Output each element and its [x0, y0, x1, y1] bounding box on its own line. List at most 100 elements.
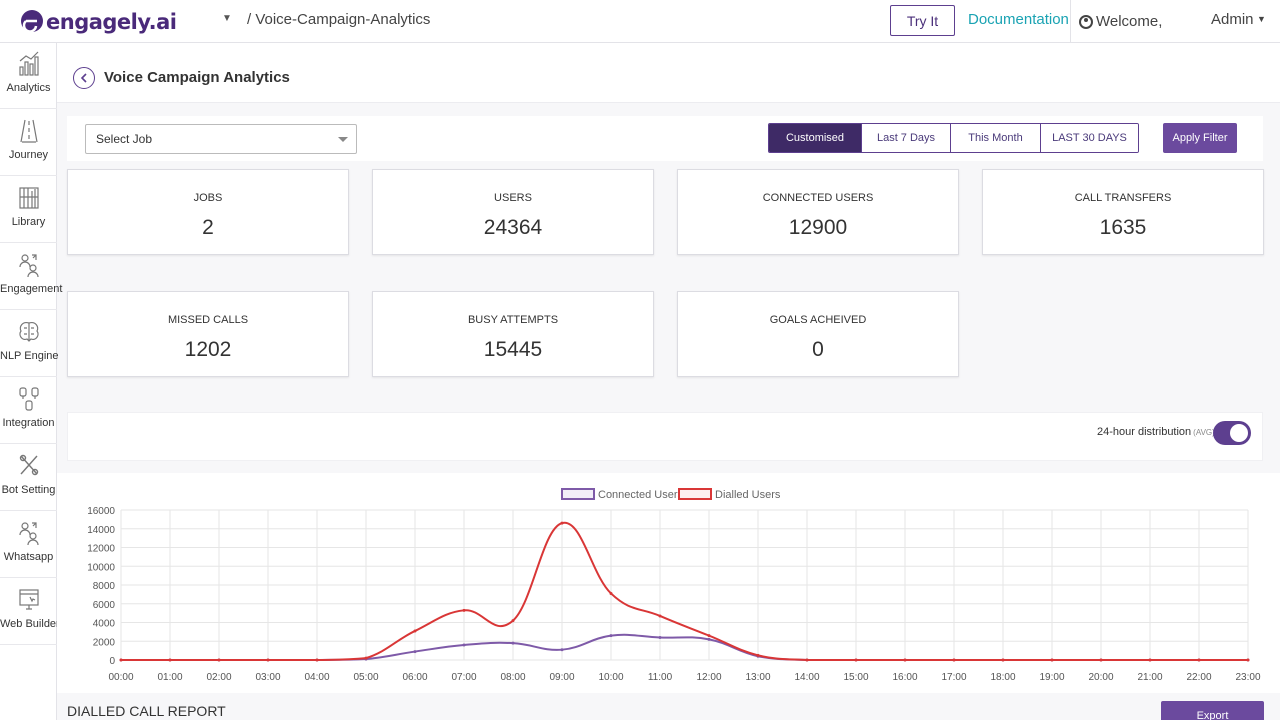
x-tick-label: 11:00	[648, 672, 673, 683]
whatsapp-icon	[18, 522, 39, 546]
back-button[interactable]	[73, 67, 95, 89]
chevron-down-icon[interactable]: ▼	[222, 13, 232, 24]
x-tick-label: 14:00	[794, 672, 819, 683]
y-tick-label: 10000	[87, 562, 115, 573]
distribution-toggle[interactable]	[1213, 421, 1251, 445]
data-point	[413, 629, 417, 633]
y-tick-label: 4000	[93, 619, 116, 630]
data-point	[315, 658, 319, 662]
stat-label: BUSY ATTEMPTS	[467, 314, 559, 326]
sidebar-item-nlp-engine[interactable]: NLP Engine	[0, 311, 59, 377]
sidebar-item-web-builder[interactable]: Web Builder	[0, 579, 60, 645]
y-tick-label: 12000	[87, 544, 115, 555]
logo-text: engagely.ai	[46, 10, 177, 34]
y-tick-label: 16000	[87, 506, 115, 517]
data-point	[560, 521, 564, 525]
x-tick-label: 06:00	[402, 672, 427, 683]
line-chart: 0 2000 4000 6000 8000 10000 12000 14000 16000 00:…	[87, 488, 1261, 683]
admin-name[interactable]: Admin	[1211, 11, 1254, 28]
stat-value: 24364	[483, 216, 543, 239]
x-tick-label: 13:00	[745, 672, 770, 683]
stat-card-users: USERS 24364	[372, 169, 654, 255]
data-point	[609, 591, 613, 595]
chevron-down-icon[interactable]: ▼	[1257, 14, 1266, 24]
range-this-month-button[interactable]: This Month	[950, 124, 1040, 152]
report-title: DIALLED CALL REPORT	[67, 703, 226, 719]
legend-label: Connected Users	[598, 489, 683, 501]
select-job-dropdown[interactable]: Select Job	[85, 124, 357, 154]
x-tick-label: 05:00	[353, 672, 378, 683]
range-customised-button[interactable]: Customised	[769, 124, 861, 152]
brain-icon	[18, 322, 39, 342]
x-tick-label: 22:00	[1186, 672, 1211, 683]
distribution-bar: 24-hour distribution (AVG)	[67, 412, 1263, 461]
x-tick-label: 20:00	[1088, 672, 1113, 683]
toggle-knob	[1230, 424, 1248, 442]
series-line	[120, 633, 1249, 661]
logo[interactable]: engagely.ai	[20, 6, 177, 38]
stat-value: 12900	[788, 216, 848, 239]
sidebar-item-library[interactable]: Library	[0, 177, 57, 243]
data-point	[609, 634, 613, 638]
try-it-button[interactable]: Try It	[890, 5, 955, 36]
data-point	[1001, 658, 1005, 662]
y-tick-label: 8000	[93, 581, 116, 592]
x-tick-label: 16:00	[892, 672, 917, 683]
logo-mark-icon	[21, 10, 43, 33]
x-tick-label: 00:00	[108, 672, 133, 683]
x-tick-label: 15:00	[843, 672, 868, 683]
sidebar-item-label: Library	[11, 216, 46, 228]
sidebar-item-integration[interactable]: Integration	[0, 378, 57, 444]
stat-label: CONNECTED USERS	[762, 192, 874, 204]
sidebar-item-journey[interactable]: Journey	[0, 110, 57, 176]
data-point	[854, 658, 858, 662]
chevron-left-icon	[80, 73, 87, 83]
chevron-down-icon	[338, 137, 348, 142]
stat-card-busy-attempts: BUSY ATTEMPTS 15445	[372, 291, 654, 377]
export-button[interactable]: Export	[1161, 701, 1264, 720]
chart-container: 0 2000 4000 6000 8000 10000 12000 14000 16000 00:…	[57, 473, 1280, 693]
data-point	[1050, 658, 1054, 662]
user-icon	[1079, 14, 1093, 29]
stat-label: GOALS ACHEIVED	[769, 314, 867, 326]
apply-filter-button[interactable]: Apply Filter	[1163, 123, 1237, 153]
sidebar-item-whatsapp[interactable]: Whatsapp	[0, 512, 57, 578]
sidebar-item-bot-setting[interactable]: Bot Setting	[0, 445, 57, 511]
x-tick-label: 23:00	[1235, 672, 1260, 683]
stat-label: MISSED CALLS	[167, 314, 249, 326]
data-point	[903, 658, 907, 662]
data-point	[756, 653, 760, 657]
documentation-link[interactable]: Documentation	[968, 11, 1069, 28]
sidebar-item-analytics[interactable]: Analytics	[0, 43, 57, 109]
x-tick-label: 19:00	[1039, 672, 1064, 683]
stat-card-connected-users: CONNECTED USERS 12900	[677, 169, 959, 255]
stat-value: 15445	[483, 338, 543, 361]
y-tick-label: 14000	[87, 525, 115, 536]
data-point	[1197, 658, 1201, 662]
sidebar: Analytics Journey Library Engagement NLP…	[0, 43, 63, 720]
sidebar-item-label: Engagement	[0, 283, 63, 295]
data-point	[511, 641, 515, 645]
sidebar-item-engagement[interactable]: Engagement	[0, 244, 63, 310]
y-tick-label: 6000	[93, 600, 116, 611]
filter-bar: Select Job Customised Last 7 Days This M…	[67, 116, 1263, 161]
legend-swatch	[561, 488, 595, 500]
y-tick-label: 0	[109, 656, 115, 667]
range-last-30-days-button[interactable]: LAST 30 DAYS	[1040, 124, 1138, 152]
select-job-placeholder: Select Job	[96, 132, 153, 146]
stat-value: 2	[202, 216, 214, 239]
x-tick-label: 04:00	[304, 672, 329, 683]
data-point	[364, 656, 368, 660]
stat-card-call-transfers: CALL TRANSFERS 1635	[982, 169, 1264, 255]
tools-icon	[19, 454, 38, 476]
sidebar-item-label: Analytics	[6, 82, 51, 94]
distribution-label: 24-hour distribution (AVG)	[1097, 426, 1215, 438]
data-point	[462, 608, 466, 612]
range-last-7-days-button[interactable]: Last 7 Days	[861, 124, 950, 152]
x-tick-label: 12:00	[696, 672, 721, 683]
user-menu[interactable]: Welcome, Admin ▼	[1070, 0, 1280, 43]
data-point	[119, 658, 123, 662]
page-header: Voice Campaign Analytics	[57, 43, 1280, 103]
data-point	[1099, 658, 1103, 662]
engagement-icon	[18, 254, 39, 278]
